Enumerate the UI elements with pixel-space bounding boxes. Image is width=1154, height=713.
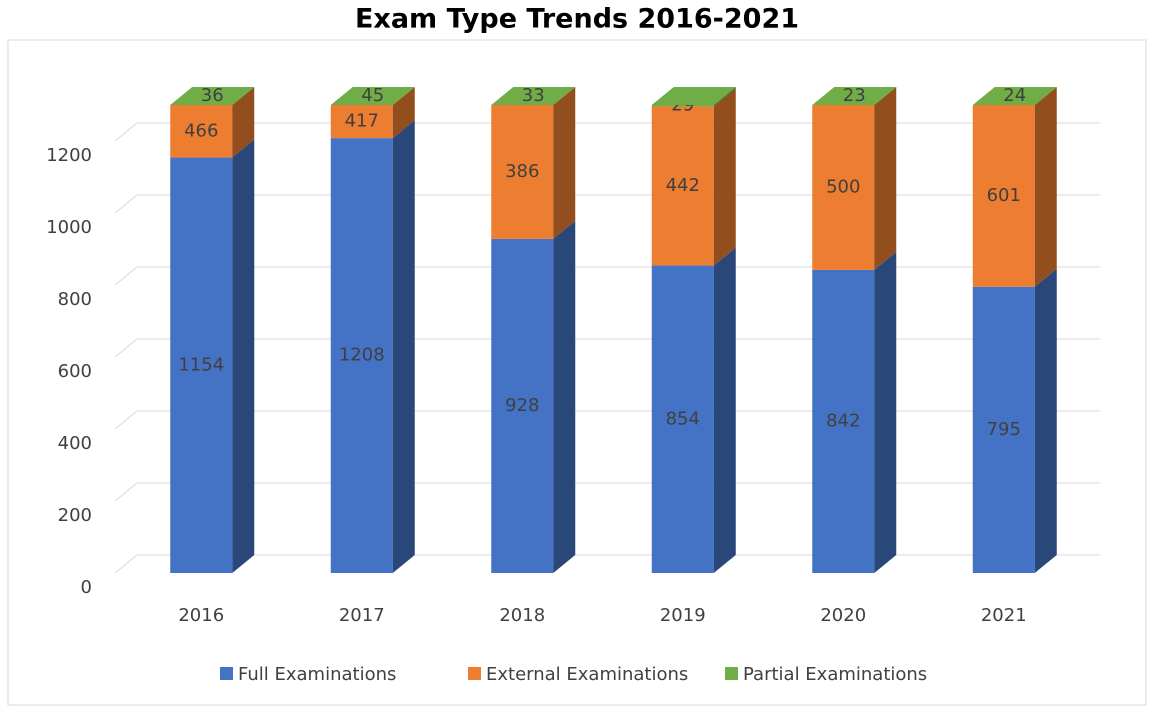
grid-wall-line	[114, 554, 138, 574]
bar-side	[232, 87, 255, 158]
bar-segment	[812, 269, 875, 573]
bar-segment	[972, 105, 1035, 287]
bar-side	[553, 87, 576, 239]
grid-wall-line	[114, 122, 138, 142]
x-tick-label: 2020	[820, 605, 866, 626]
data-label: 842	[826, 410, 860, 431]
x-tick-label: 2019	[660, 605, 706, 626]
data-label: 928	[505, 395, 539, 416]
y-tick-label: 400	[58, 433, 92, 454]
y-tick-label: 1000	[46, 217, 92, 238]
bar-side	[392, 87, 415, 139]
y-tick-label: 0	[81, 577, 92, 598]
bar-top	[651, 87, 736, 105]
bar-segment	[651, 105, 714, 107]
bar-segment	[330, 105, 393, 139]
bar-segment	[651, 265, 714, 573]
x-tick-label: 2017	[339, 605, 385, 626]
data-label: 442	[666, 175, 700, 196]
bar-segment	[491, 105, 554, 239]
y-tick-label: 600	[58, 361, 92, 382]
data-label: 45	[361, 85, 384, 106]
x-tick-label: 2016	[178, 605, 224, 626]
y-tick-label: 200	[58, 505, 92, 526]
bar-top	[330, 87, 415, 105]
bar-segment	[651, 106, 714, 266]
bar-side	[713, 88, 736, 266]
legend-swatch	[220, 667, 233, 680]
data-label: 23	[843, 85, 866, 106]
bar-side	[713, 87, 736, 107]
bar-side	[874, 251, 897, 573]
bar-segment	[812, 105, 875, 270]
data-label: 1154	[178, 354, 224, 375]
bar-segment	[170, 157, 233, 573]
x-tick-label: 2021	[981, 605, 1027, 626]
bar-side	[1034, 268, 1057, 573]
legend-label: Full Examinations	[238, 664, 396, 685]
y-tick-label: 800	[58, 289, 92, 310]
legend-swatch	[468, 667, 481, 680]
grid-wall-line	[114, 338, 138, 358]
grid-wall-line	[114, 482, 138, 502]
bar-top	[972, 87, 1057, 105]
bar-segment	[972, 286, 1035, 573]
legend-label: External Examinations	[486, 664, 688, 685]
data-label: 795	[987, 419, 1021, 440]
chart-title: Exam Type Trends 2016-2021	[355, 4, 799, 35]
bar-side	[392, 120, 415, 574]
data-label: 36	[201, 85, 224, 106]
x-tick-label: 2018	[499, 605, 545, 626]
plot: 0 200 400 600 800 1000 1200 2016 1154 466 36 2017 12…	[46, 85, 1100, 685]
y-tick-label: 1200	[46, 145, 92, 166]
legend-label: Partial Examinations	[743, 664, 927, 685]
bar-side	[874, 87, 897, 270]
bar-top	[170, 87, 255, 105]
bar-segment	[170, 105, 233, 158]
data-label: 1208	[339, 345, 385, 366]
legend-swatch	[725, 667, 738, 680]
bar-segment	[491, 238, 554, 574]
data-label: 386	[505, 161, 539, 182]
bar-side	[232, 139, 255, 573]
bar-segment	[330, 138, 393, 573]
bar-side	[553, 220, 576, 574]
grid-wall-line	[114, 410, 138, 430]
bar-top	[812, 87, 897, 105]
bar-side	[713, 247, 736, 573]
data-label: 24	[1003, 85, 1026, 106]
data-label: 854	[666, 408, 700, 429]
data-label: 601	[987, 185, 1021, 206]
data-label: 466	[184, 120, 218, 141]
data-label: 417	[345, 111, 379, 132]
bar-side	[1034, 87, 1057, 287]
data-label: 33	[522, 85, 545, 106]
bar-top	[491, 87, 576, 105]
data-label: 500	[826, 176, 860, 197]
grid-wall-line	[114, 194, 138, 214]
grid-wall-line	[114, 266, 138, 286]
